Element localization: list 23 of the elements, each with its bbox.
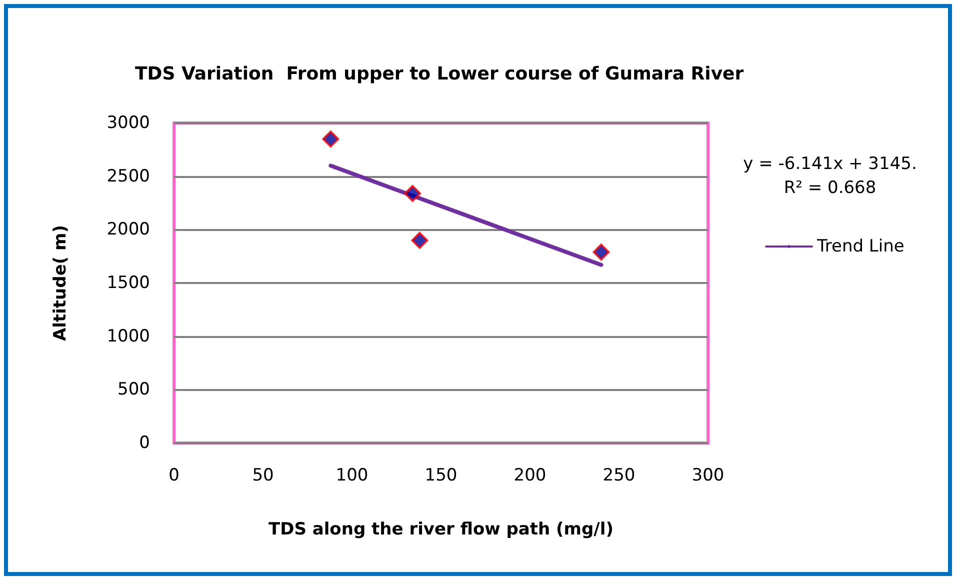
point <box>592 244 610 261</box>
x-tick-label: 0 <box>168 466 180 486</box>
point <box>322 130 340 148</box>
y-tick-label: 3000 <box>106 113 150 133</box>
x-tick-label: 100 <box>336 466 368 486</box>
x-tick-label: 50 <box>252 466 274 486</box>
y-tick-label: 2000 <box>106 220 150 240</box>
y-tick-label: 1500 <box>106 273 150 293</box>
y-tick-label: 2500 <box>106 166 150 186</box>
point <box>404 184 422 202</box>
chart-title: TDS Variation From upper to Lower course of Gumara River <box>135 64 744 84</box>
y-axis-title: Altitude( m) <box>50 224 70 342</box>
x-tick-label: 150 <box>424 466 458 486</box>
x-tick-label: 300 <box>692 466 724 486</box>
y-tick-label: 500 <box>118 380 150 400</box>
x-axis-title: TDS along the river flow path (mg/l) <box>268 520 614 540</box>
x-tick-label: 250 <box>602 466 636 486</box>
legend-label: Trend Line <box>816 236 904 256</box>
y-tick-label: 1000 <box>106 326 150 346</box>
text: y = -6.141x + 3145. R² = 0.668 <box>743 154 917 198</box>
point <box>411 232 428 249</box>
x-tick-label: 200 <box>514 466 546 486</box>
y-tick-label: 0 <box>139 433 150 453</box>
